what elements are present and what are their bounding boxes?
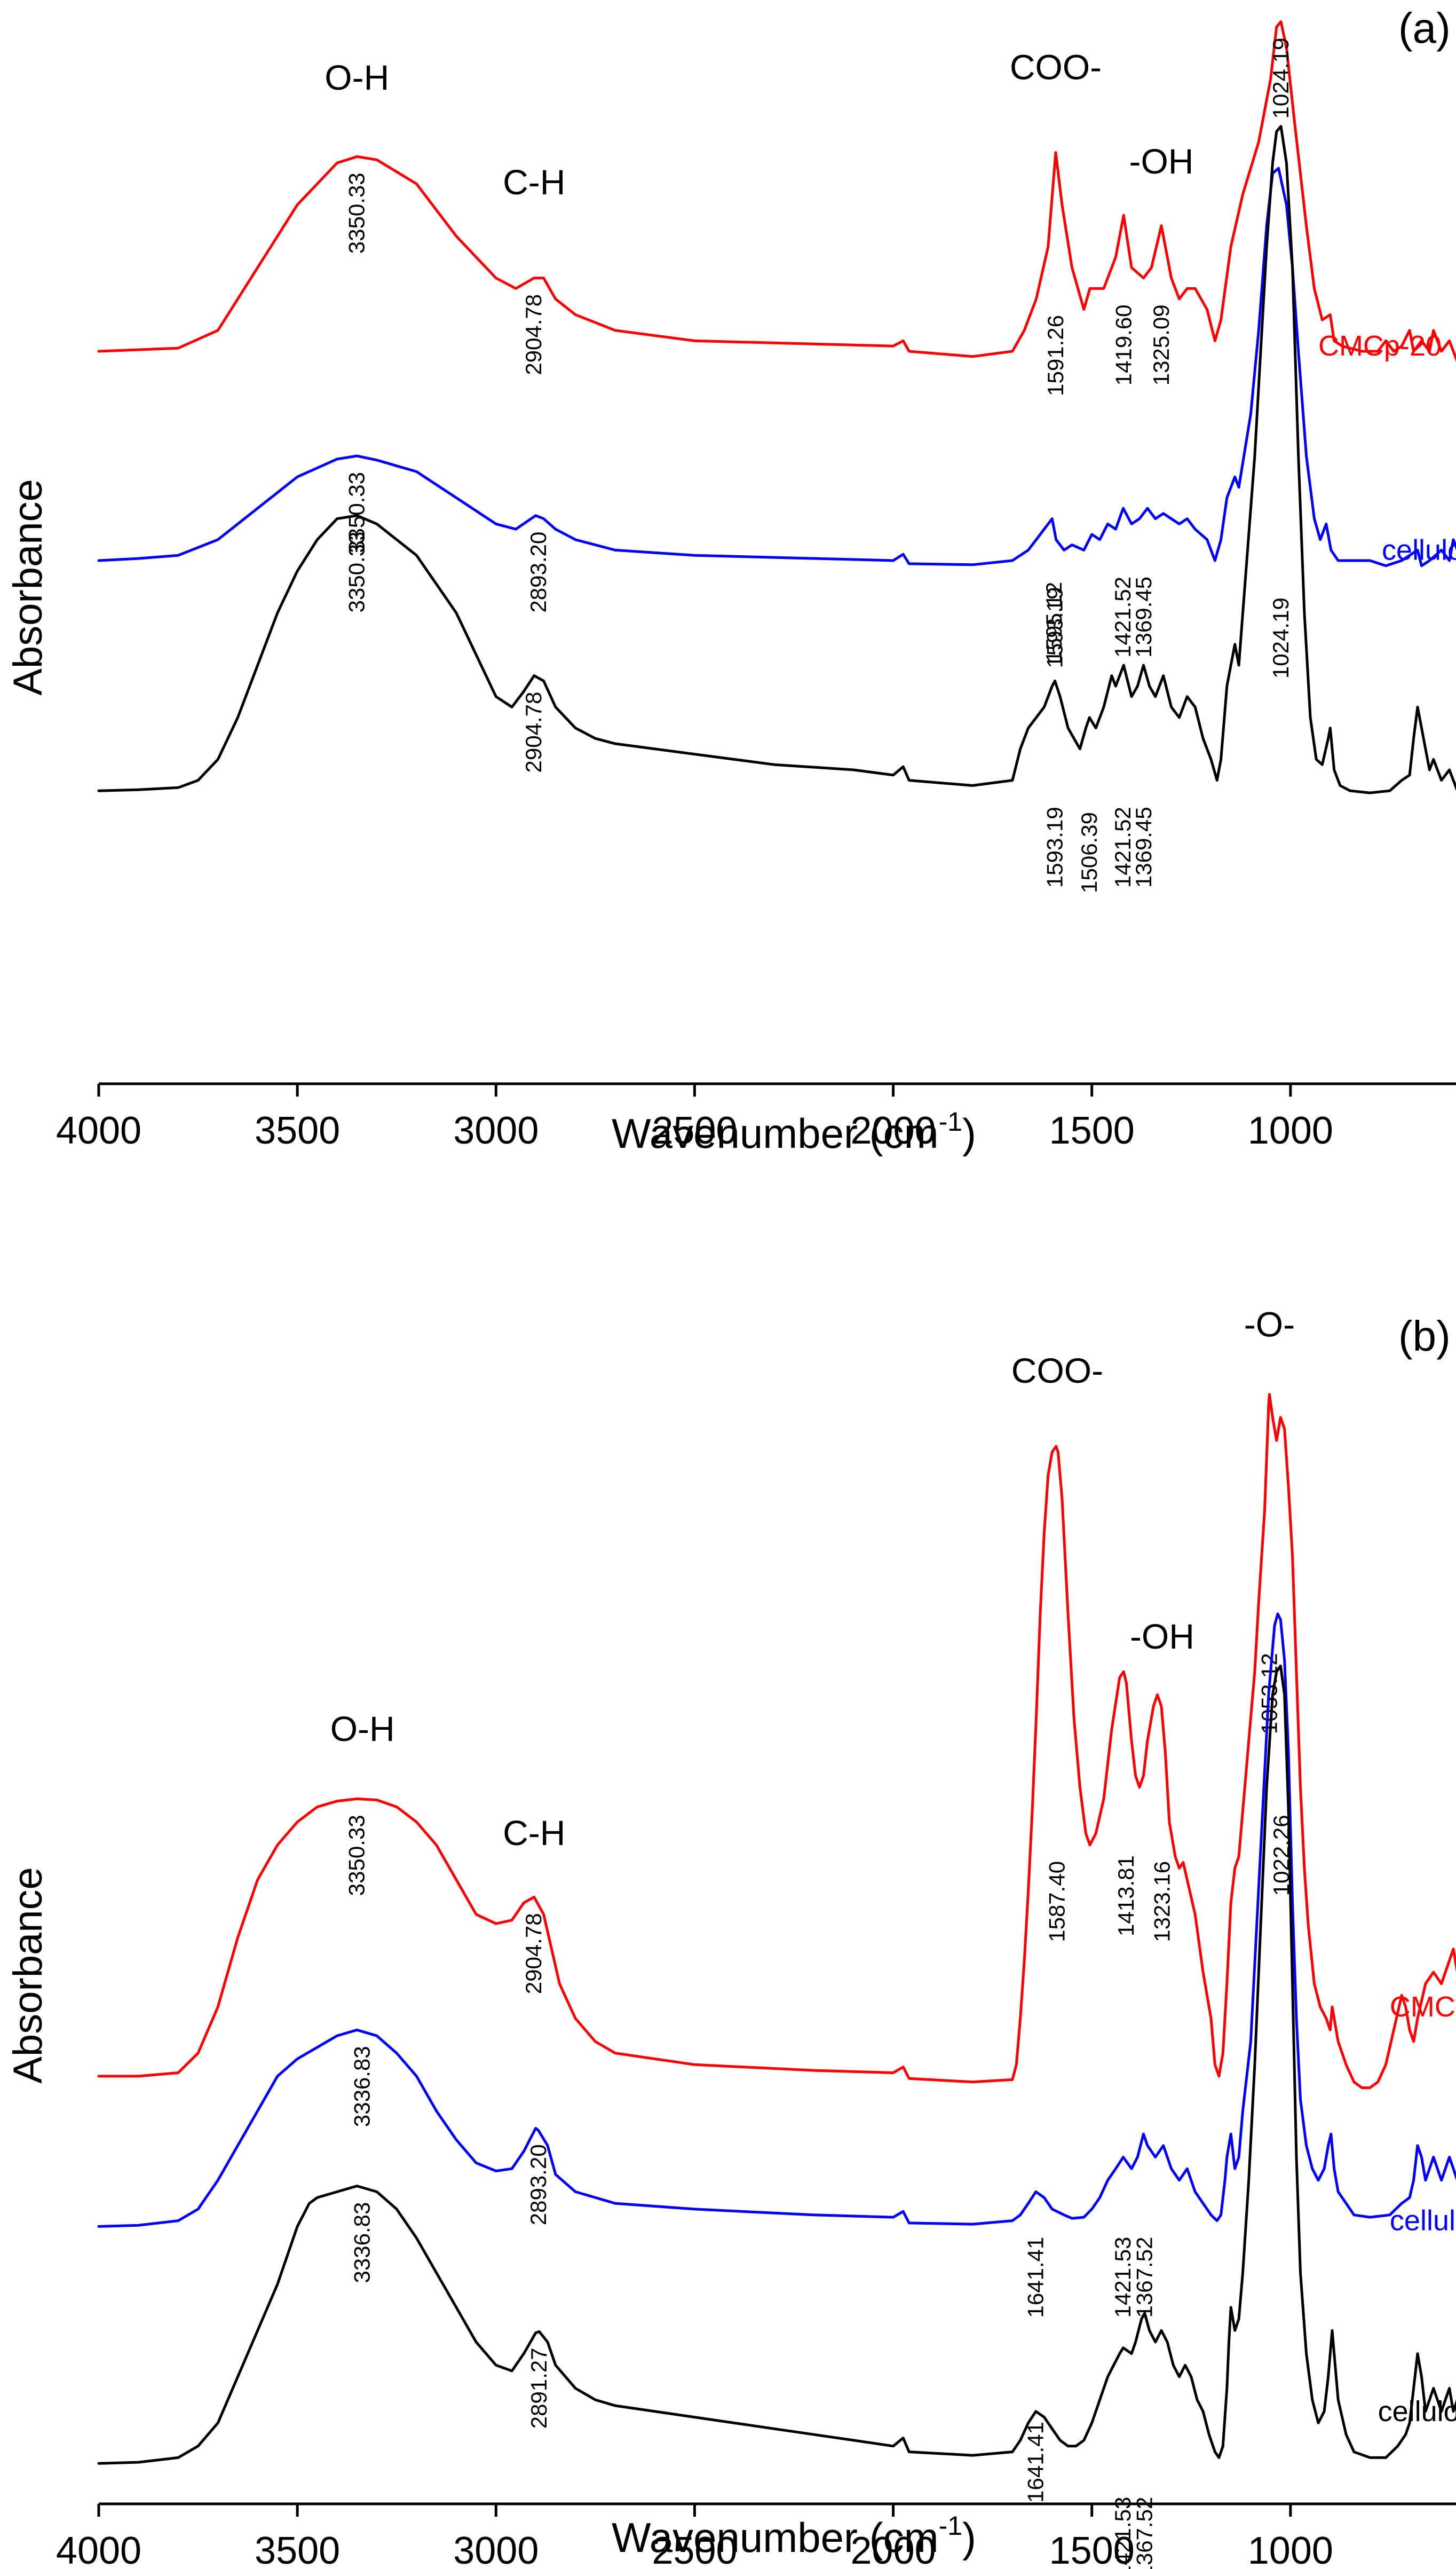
x-tick-label-b-3000: 3000 bbox=[453, 2529, 539, 2569]
peak-label-CMCb-20-3350.33: 3350.33 bbox=[344, 1815, 369, 1896]
y-axis-label-b: Absorbance bbox=[5, 1867, 51, 2084]
peak-label-cellulose-b-0-3336.83: 3336.83 bbox=[350, 2202, 375, 2283]
peak-label-cellulose-b-0-1022.26: 1022.26 bbox=[1269, 1815, 1294, 1896]
peak-label-CMCp-20-1419.60: 1419.60 bbox=[1111, 304, 1136, 385]
peak-label-cellulose-b-20-3336.83: 3336.83 bbox=[350, 2046, 375, 2127]
group-annotation-a-C-H: C-H bbox=[503, 162, 565, 202]
peak-label-cellulose-b-0-1367.52: 1367.52 bbox=[1131, 2497, 1157, 2569]
series-line-cellulose-b-20 bbox=[97, 1612, 1456, 2228]
x-tick-label-a-1500: 1500 bbox=[1049, 1109, 1135, 1152]
panel-a-chart: (a)4000350030002500200015001000500Wavenu… bbox=[5, 4, 1456, 1157]
series-line-CMCp-20 bbox=[97, 20, 1456, 363]
group-annotation-a-COO-: COO- bbox=[1010, 47, 1102, 86]
y-axis-label-a: Absorbance bbox=[5, 479, 51, 696]
peak-label-cellulose-b-0-2891.27: 2891.27 bbox=[526, 2347, 551, 2429]
x-tick-label-b-1000: 1000 bbox=[1248, 2529, 1333, 2569]
x-tick-label-b-4000: 4000 bbox=[56, 2529, 141, 2569]
peak-label-cellulose-p-0-1506.39: 1506.39 bbox=[1077, 812, 1102, 893]
series-line-cellulose-p-20 bbox=[97, 167, 1456, 568]
x-tick-label-b-3500: 3500 bbox=[255, 2529, 340, 2569]
x-tick-label-b-2500: 2500 bbox=[652, 2529, 737, 2569]
peak-label-CMCb-20-1587.40: 1587.40 bbox=[1044, 1861, 1070, 1942]
group-annotation-a--OH: -OH bbox=[1129, 141, 1193, 181]
group-annotation-b-C-H: C-H bbox=[503, 1813, 565, 1853]
peak-label-cellulose-p-20-1369.45: 1369.45 bbox=[1131, 577, 1156, 658]
peak-label-CMCb-20-1323.16: 1323.16 bbox=[1149, 1861, 1174, 1942]
series-label-cellulose-b-20: cellulose-b-20 bbox=[1390, 2205, 1456, 2237]
series-label-cellulose-p-20: cellulose-p-20 bbox=[1382, 534, 1456, 566]
group-annotation-b-COO-: COO- bbox=[1011, 1351, 1103, 1390]
peak-label-cellulose-p-20-1595.12: 1595.12 bbox=[1041, 582, 1066, 663]
x-tick-label-a-1000: 1000 bbox=[1248, 1109, 1333, 1152]
x-tick-label-a-3000: 3000 bbox=[453, 1109, 539, 1152]
peak-label-cellulose-b-0-1641.41: 1641.41 bbox=[1023, 2422, 1048, 2503]
peak-label-cellulose-b-0-1421.53: 1421.53 bbox=[1110, 2497, 1135, 2569]
panel-label-a: (a) bbox=[1398, 4, 1451, 52]
series-line-cellulose-p-0 bbox=[97, 125, 1456, 794]
panel-b-chart: (b)4000350030002500200015001000500Wavenu… bbox=[5, 1304, 1456, 2569]
peak-label-CMCp-20-1591.26: 1591.26 bbox=[1043, 315, 1068, 396]
x-tick-label-b-1500: 1500 bbox=[1049, 2529, 1135, 2569]
series-label-CMCb-20: CMCb-20 bbox=[1390, 1991, 1456, 2023]
peak-label-cellulose-p-20-3350.33: 3350.33 bbox=[344, 472, 369, 553]
x-tick-label-a-4000: 4000 bbox=[56, 1109, 141, 1152]
peak-label-cellulose-b-20-1367.52: 1367.52 bbox=[1131, 2237, 1157, 2318]
x-tick-label-a-2500: 2500 bbox=[652, 1109, 737, 1152]
peak-label-cellulose-p-20-2893.20: 2893.20 bbox=[526, 532, 551, 613]
peak-label-CMCp-20-3350.33: 3350.33 bbox=[344, 172, 369, 254]
series-line-cellulose-b-0 bbox=[97, 1664, 1456, 2465]
peak-label-cellulose-b-20-1641.41: 1641.41 bbox=[1023, 2237, 1048, 2318]
group-annotation-b--O-: -O- bbox=[1244, 1304, 1295, 1344]
peak-label-CMCp-20-2904.78: 2904.78 bbox=[521, 294, 546, 375]
x-tick-label-a-2000: 2000 bbox=[850, 1109, 936, 1152]
peak-label-cellulose-p-20-1421.52: 1421.52 bbox=[1110, 577, 1135, 658]
peak-label-extra-a-1024.19: 1024.19 bbox=[1268, 38, 1293, 119]
peak-label-cellulose-p-0-1369.45: 1369.45 bbox=[1131, 807, 1156, 888]
series-label-CMCp-20: CMCp-20 bbox=[1318, 330, 1442, 362]
x-tick-label-a-3500: 3500 bbox=[255, 1109, 340, 1152]
x-axis-title-b: Wavenumber (cm-1) bbox=[612, 2511, 976, 2561]
peak-label-cellulose-p-0-1024.19: 1024.19 bbox=[1268, 597, 1293, 679]
series-label-cellulose-b-0: cellulose-b-0 bbox=[1378, 2395, 1456, 2428]
group-annotation-b-O-H: O-H bbox=[330, 1709, 395, 1748]
group-annotation-a-O-H: O-H bbox=[325, 58, 389, 97]
peak-label-CMCb-20-2904.78: 2904.78 bbox=[521, 1913, 546, 1994]
group-annotation-b--OH: -OH bbox=[1130, 1617, 1194, 1656]
peak-label-cellulose-p-0-1421.52: 1421.52 bbox=[1110, 807, 1135, 888]
peak-label-cellulose-b-20-2893.20: 2893.20 bbox=[526, 2144, 551, 2225]
peak-label-extra-a-1593.19: 1593.19 bbox=[1042, 587, 1067, 668]
peak-label-CMCp-20-1325.09: 1325.09 bbox=[1149, 304, 1174, 385]
peak-label-cellulose-p-0-1593.19: 1593.19 bbox=[1042, 807, 1067, 888]
peak-label-cellulose-p-0-3350.33: 3350.33 bbox=[344, 532, 369, 613]
peak-label-CMCb-20-1413.81: 1413.81 bbox=[1113, 1855, 1138, 1936]
peak-label-cellulose-p-0-2904.78: 2904.78 bbox=[521, 692, 546, 773]
peak-label-cellulose-b-20-1421.53: 1421.53 bbox=[1110, 2237, 1135, 2318]
series-line-CMCb-20 bbox=[97, 1393, 1456, 2090]
x-tick-label-b-2000: 2000 bbox=[850, 2529, 936, 2569]
x-axis-title-a: Wavenumber (cm-1) bbox=[612, 1107, 976, 1157]
panel-label-b: (b) bbox=[1398, 1312, 1451, 1360]
